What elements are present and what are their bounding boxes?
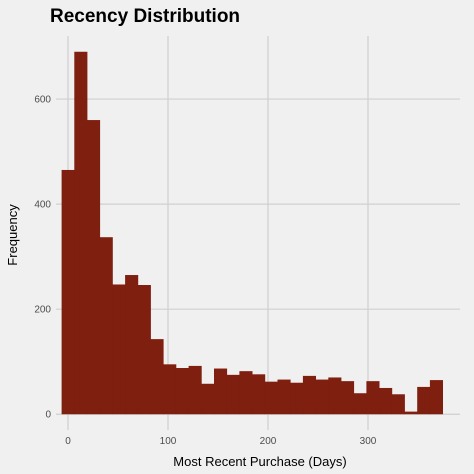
histogram-bar	[188, 365, 202, 415]
x-axis-label: Most Recent Purchase (Days)	[173, 454, 346, 469]
histogram-bar	[175, 368, 189, 415]
histogram-bar	[74, 51, 88, 415]
histogram-bar	[366, 381, 380, 415]
histogram-bar	[277, 379, 291, 415]
histogram-bar	[379, 387, 393, 415]
histogram-bar	[99, 237, 113, 415]
x-tick-label: 300	[360, 436, 377, 447]
histogram-bar	[302, 375, 316, 415]
y-axis-label: Frequency	[5, 204, 20, 266]
histogram-bar	[125, 275, 139, 415]
y-axis-ticks: 0 200 400 600	[34, 95, 51, 421]
histogram-bar	[290, 382, 304, 415]
x-tick-label: 100	[160, 436, 177, 447]
histogram-bar	[391, 394, 405, 415]
y-tick-label: 600	[34, 95, 51, 106]
x-tick-label: 0	[65, 436, 71, 447]
histogram-bar	[341, 381, 355, 415]
histogram-bar	[163, 364, 177, 415]
histogram-bar	[353, 393, 367, 415]
histogram-bar	[239, 371, 253, 415]
y-tick-label: 200	[34, 305, 51, 316]
x-axis-ticks: 0 100 200 300	[65, 436, 377, 447]
histogram-bar	[112, 284, 126, 415]
histogram-bar	[201, 383, 215, 415]
histogram-bar	[404, 411, 418, 415]
x-tick-label: 200	[260, 436, 277, 447]
histogram-bar	[137, 285, 151, 415]
histogram-bar	[87, 120, 101, 415]
histogram-bar	[264, 381, 278, 415]
histogram-bar	[61, 169, 75, 415]
histogram-bar	[252, 374, 266, 415]
y-tick-label: 400	[34, 200, 51, 211]
histogram-bar	[214, 368, 228, 415]
histogram-bar	[226, 374, 240, 415]
histogram-bar	[429, 380, 443, 415]
y-tick-label: 0	[45, 410, 51, 421]
histogram-bar	[328, 377, 342, 415]
histogram-bar	[315, 379, 329, 415]
histogram-bars	[61, 51, 443, 415]
histogram-bar	[150, 339, 164, 415]
histogram-bar	[417, 386, 431, 415]
chart-title: Recency Distribution	[50, 6, 240, 27]
